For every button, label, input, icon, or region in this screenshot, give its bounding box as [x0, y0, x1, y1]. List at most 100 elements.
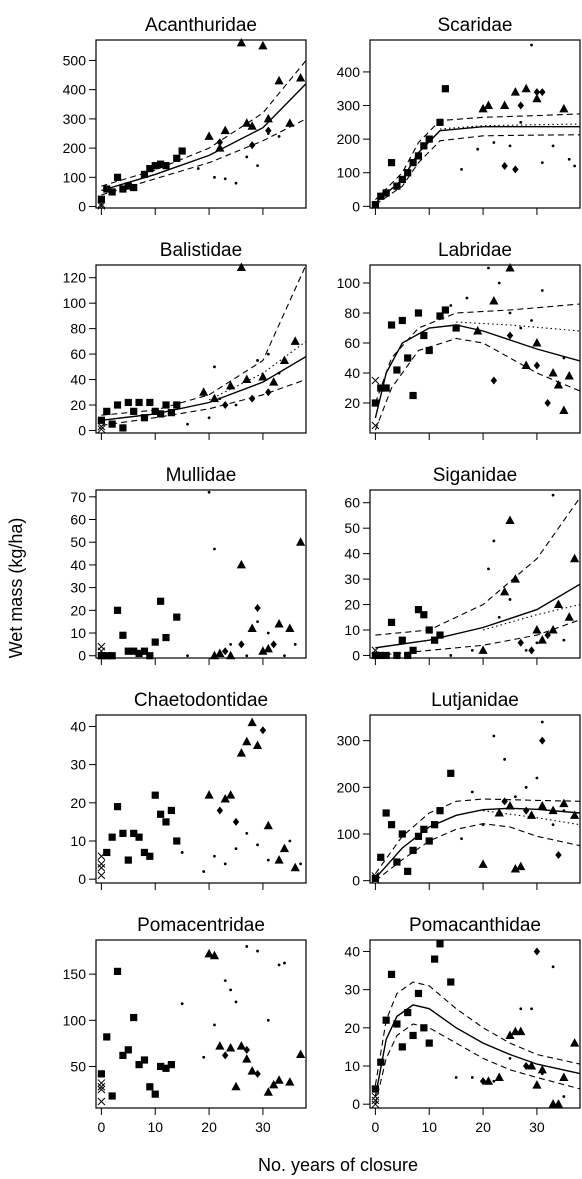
triangle-marker: [209, 393, 220, 403]
panel-scaridae: Scaridae 0 100 200 300 400: [337, 15, 581, 215]
triangle-marker: [263, 113, 273, 123]
square-marker: [447, 769, 455, 777]
panel-lutjanidae: Lutjanidae 0 100 200 300: [337, 690, 581, 890]
triangle-marker: [478, 645, 488, 654]
dot-marker: [492, 734, 496, 738]
curve-dotted: [482, 603, 580, 631]
triangle-marker: [258, 40, 268, 50]
y-tick-label: 10: [344, 1058, 360, 1074]
square-marker: [119, 631, 127, 639]
dot-marker: [256, 843, 259, 847]
dot-marker: [573, 164, 577, 168]
dot-marker: [562, 1095, 566, 1098]
dot-marker: [234, 403, 238, 407]
square-marker: [130, 407, 138, 415]
square-marker: [425, 346, 433, 355]
panel-title: Mullidae: [166, 465, 237, 486]
dot-marker: [503, 757, 507, 761]
dot-marker: [508, 311, 512, 315]
triangle-marker: [290, 862, 300, 872]
dot-marker: [223, 862, 227, 866]
square-marker: [173, 613, 181, 621]
square-marker: [119, 1051, 127, 1059]
triangle-marker: [532, 93, 542, 103]
dot-marker: [449, 654, 453, 657]
x-tick-label: 20: [201, 1119, 217, 1135]
dot-marker: [213, 547, 216, 551]
square-marker: [425, 837, 433, 845]
triangle-marker: [236, 262, 246, 272]
square-marker: [140, 414, 149, 422]
triangle-marker: [236, 1041, 246, 1050]
square-marker: [97, 416, 105, 424]
square-marker: [162, 818, 170, 826]
square-marker: [113, 401, 122, 409]
triangle-marker: [279, 843, 290, 853]
triangle-marker: [532, 625, 542, 634]
square-marker: [404, 651, 412, 660]
square-marker: [431, 636, 439, 644]
panel-pomacanthidae: Pomacanthidae 0 10 20 30 40 0 10 20 30: [344, 915, 581, 1135]
diamond-marker: [248, 141, 256, 150]
curve-upper: [101, 265, 306, 416]
dot-marker: [266, 1018, 270, 1022]
square-marker: [167, 806, 175, 815]
dot-marker: [234, 181, 238, 185]
plot-frame: [369, 714, 581, 884]
square-marker: [167, 1061, 175, 1069]
diamond-marker: [544, 631, 551, 640]
dot-marker: [277, 135, 281, 138]
square-marker: [167, 409, 175, 417]
dot-marker: [540, 289, 544, 292]
y-tick-label: 0: [78, 199, 86, 215]
y-tick-label: 10: [70, 625, 86, 641]
triangle-marker: [510, 87, 520, 96]
panels-group: Acanthuridae0100200300400500Scaridae0100…: [63, 15, 581, 1135]
triangle-marker: [548, 625, 558, 634]
y-tick-label: 50: [344, 520, 360, 536]
square-marker: [124, 398, 132, 407]
square-marker: [425, 626, 433, 634]
triangle-marker: [204, 948, 214, 958]
triangle-marker: [226, 650, 236, 660]
dot-marker: [551, 965, 555, 969]
dot-marker: [454, 1076, 458, 1079]
square-marker: [124, 1046, 132, 1054]
y-tick-label: 100: [337, 275, 361, 291]
cross-marker: [97, 863, 106, 872]
dot-marker: [207, 416, 211, 420]
dot-marker: [245, 831, 249, 835]
triangle-marker: [242, 118, 252, 127]
square-marker: [414, 309, 423, 317]
square-marker: [108, 420, 116, 428]
dot-marker: [497, 281, 501, 285]
dot-marker: [530, 1007, 533, 1011]
diamond-marker: [533, 361, 541, 370]
dot-marker: [551, 371, 555, 375]
triangle-marker: [505, 515, 515, 525]
triangle-marker: [236, 748, 246, 757]
dot-marker: [524, 648, 528, 652]
curve-lower: [375, 823, 580, 882]
y-tick-label: 300: [63, 111, 87, 127]
triangle-marker: [263, 820, 273, 830]
square-marker: [140, 170, 149, 178]
dot-marker: [535, 641, 539, 645]
triangle-marker: [553, 1099, 564, 1108]
diamond-marker: [490, 376, 498, 385]
square-marker: [146, 1083, 154, 1091]
y-tick-label: 30: [344, 982, 360, 998]
y-tick-label: 30: [70, 580, 86, 596]
square-marker: [404, 1008, 412, 1017]
x-tick-label: 10: [147, 1119, 163, 1135]
dot-marker: [218, 397, 222, 401]
y-tick-label: 0: [352, 873, 360, 889]
diamond-marker: [254, 604, 261, 613]
plot-frame: [95, 39, 307, 209]
triangle-marker: [537, 635, 547, 644]
triangle-marker: [204, 131, 214, 140]
dot-marker: [245, 155, 249, 159]
triangle-marker: [242, 1054, 252, 1063]
square-marker: [162, 401, 170, 409]
diamond-marker: [270, 640, 277, 649]
